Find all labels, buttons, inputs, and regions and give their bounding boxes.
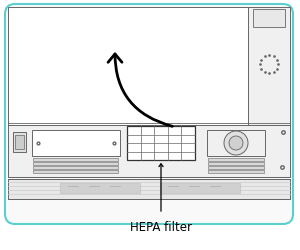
Circle shape [224,132,248,156]
Circle shape [229,136,243,150]
Bar [8,179,290,199]
Bar [15,136,24,149]
Bar [33,158,118,161]
Bar [8,126,290,177]
Bar [253,10,285,28]
Bar [208,162,264,165]
Bar [127,126,195,160]
Text: HEPA filter: HEPA filter [130,220,192,234]
Bar [13,132,26,152]
Bar [33,166,118,169]
FancyBboxPatch shape [5,5,293,224]
Bar [160,183,240,193]
Bar [33,162,118,165]
Bar [208,158,264,161]
Bar [248,8,290,126]
Bar [33,170,118,173]
Bar [8,8,290,126]
Bar [207,130,265,156]
Bar [208,166,264,169]
Bar [60,183,140,193]
Bar [208,170,264,173]
Bar [32,130,120,156]
